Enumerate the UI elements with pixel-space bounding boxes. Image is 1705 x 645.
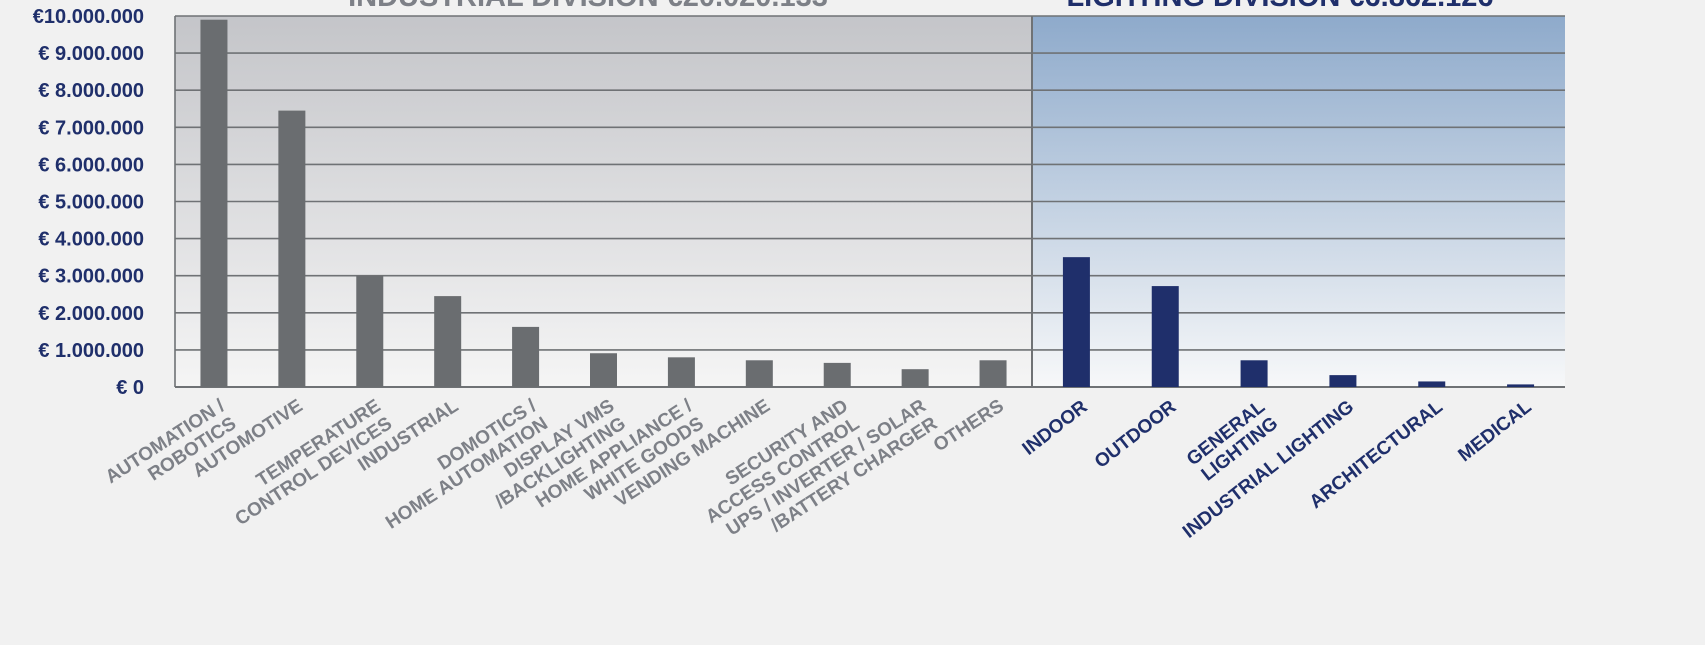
bar	[512, 326, 540, 387]
y-tick-label: € 4.000.000	[38, 229, 144, 251]
bar	[823, 362, 851, 387]
y-tick-label: € 3.000.000	[38, 266, 144, 288]
bar	[1418, 381, 1446, 387]
bar	[278, 110, 306, 387]
bar	[667, 357, 695, 387]
y-tick-label: € 2.000.000	[38, 303, 144, 325]
y-tick-label: €10.000.000	[33, 6, 144, 28]
x-tick-label: OUTDOOR	[1091, 396, 1181, 473]
bar	[356, 275, 384, 387]
y-tick-label: € 1.000.000	[38, 340, 144, 362]
y-tick-label: € 8.000.000	[38, 80, 144, 102]
x-tick-label: INDOOR	[1019, 396, 1092, 460]
panel-title: LIGHTING DIVISION €6.862.126	[1066, 0, 1493, 13]
y-tick-label: € 0	[116, 377, 144, 399]
bar	[1507, 384, 1535, 387]
bar	[200, 19, 228, 388]
bar	[1151, 286, 1179, 387]
panel-title: INDUSTRIAL DIVISION €20.020.133	[348, 0, 828, 13]
bar	[979, 360, 1007, 387]
bar	[901, 369, 929, 387]
bar	[590, 353, 617, 387]
y-tick-label: € 7.000.000	[38, 117, 144, 139]
y-tick-label: € 9.000.000	[38, 43, 144, 65]
y-tick-label: € 5.000.000	[38, 192, 144, 214]
bar	[1240, 360, 1268, 387]
y-tick-label: € 6.000.000	[38, 154, 144, 176]
bar	[745, 360, 773, 387]
bar	[1329, 375, 1357, 387]
x-tick-label: OTHERS	[930, 396, 1008, 457]
x-tick-label: MEDICAL	[1455, 396, 1536, 466]
bar	[434, 296, 462, 387]
bar	[1062, 257, 1090, 387]
